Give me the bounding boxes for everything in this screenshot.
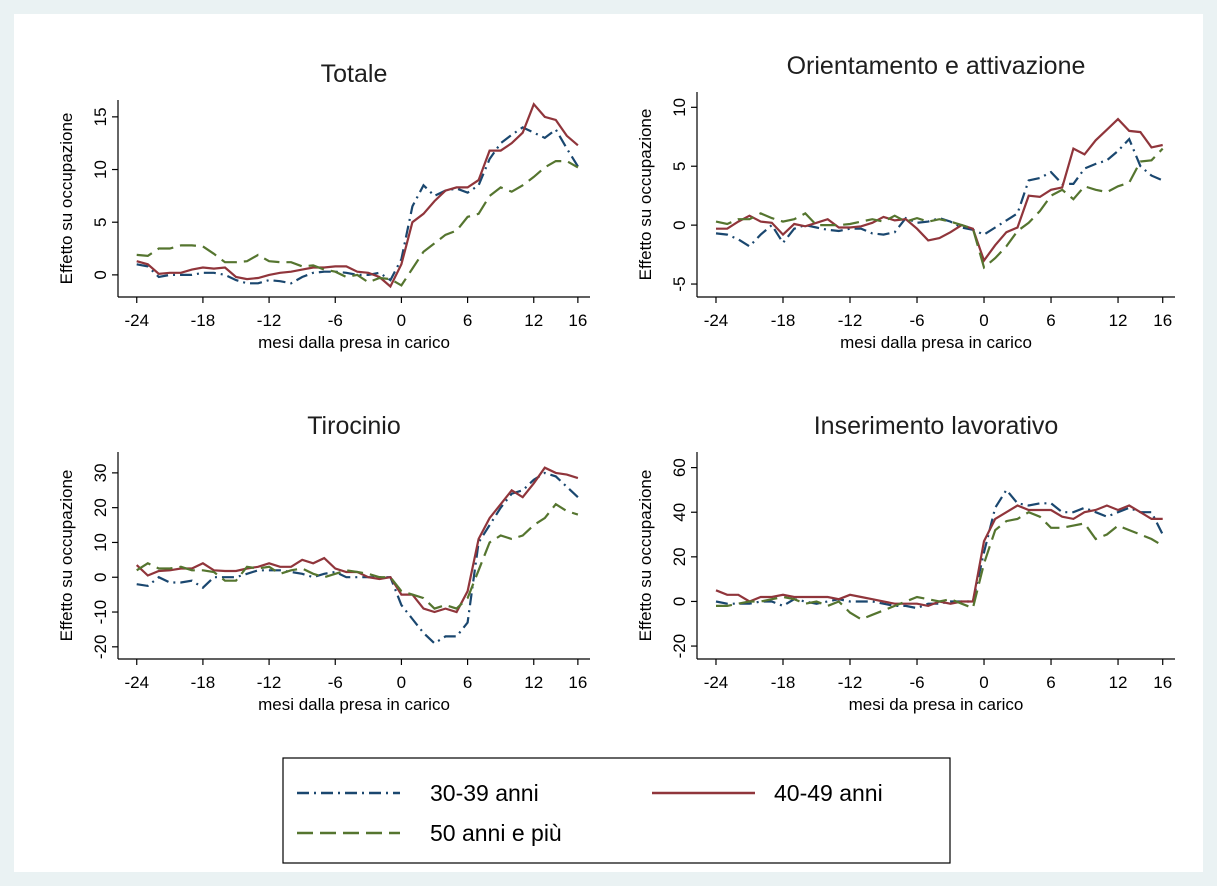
- legend-label: 50 anni e più: [430, 820, 562, 846]
- x-tick-label: 12: [524, 673, 543, 692]
- subplot-title: Inserimento lavorativo: [814, 412, 1059, 440]
- x-axis-title: mesi dalla presa in carico: [258, 333, 450, 352]
- x-tick-label: 6: [1046, 673, 1055, 692]
- x-tick-label: -6: [328, 673, 343, 692]
- x-tick-label: -12: [838, 311, 863, 330]
- y-tick-label: 0: [670, 597, 689, 606]
- x-tick-label: -24: [704, 311, 729, 330]
- legend-label: 30-39 anni: [430, 780, 539, 806]
- series-line: [716, 117, 1163, 263]
- y-tick-label: -5: [670, 276, 689, 291]
- x-tick-label: -18: [191, 311, 216, 330]
- x-tick-label: -6: [328, 311, 343, 330]
- x-tick-label: 12: [524, 311, 543, 330]
- y-tick-label: -20: [670, 634, 689, 659]
- x-tick-label: 6: [463, 311, 472, 330]
- y-tick-label: -10: [91, 600, 110, 625]
- y-tick-label: 30: [91, 463, 110, 482]
- x-tick-label: 6: [1046, 311, 1055, 330]
- x-tick-label: -12: [257, 311, 282, 330]
- x-tick-label: -24: [704, 673, 729, 692]
- subplot: Orientamento e attivazione -5 0 5 10 -24 -18 -1…: [636, 52, 1175, 352]
- subplot-title: Orientamento e attivazione: [787, 52, 1086, 80]
- y-tick-label: 60: [670, 458, 689, 477]
- x-tick-label: 0: [979, 311, 988, 330]
- y-axis-title: Effetto su occupazione: [57, 470, 76, 642]
- y-tick-label: 5: [91, 217, 110, 226]
- y-tick-label: 5: [670, 161, 689, 170]
- legend: 30-39 anni 40-49 anni 50 anni e più: [282, 757, 951, 864]
- series-line: [136, 160, 579, 287]
- series-line: [136, 102, 579, 289]
- x-tick-label: 12: [1109, 311, 1128, 330]
- series-line: [715, 147, 1164, 270]
- x-tick-label: 16: [568, 673, 587, 692]
- y-tick-label: 20: [91, 498, 110, 517]
- x-tick-label: -12: [838, 673, 863, 692]
- x-tick-label: 0: [979, 673, 988, 692]
- series-line: [136, 126, 579, 285]
- subplot-title: Totale: [321, 60, 388, 88]
- y-tick-label: 10: [91, 533, 110, 552]
- y-tick-label: 0: [670, 220, 689, 229]
- legend-box: [282, 757, 951, 864]
- y-tick-label: 10: [670, 98, 689, 117]
- y-tick-label: 10: [91, 160, 110, 179]
- y-tick-label: -20: [91, 635, 110, 660]
- series-line: [715, 488, 1164, 610]
- y-tick-label: 40: [670, 503, 689, 522]
- legend-label: 40-49 anni: [774, 780, 883, 806]
- x-tick-label: -24: [124, 311, 149, 330]
- series-line: [715, 137, 1164, 248]
- x-tick-label: 16: [1153, 311, 1172, 330]
- x-tick-label: 0: [397, 673, 406, 692]
- y-axis-title: Effetto su occupazione: [636, 470, 655, 642]
- subplot: Tirocinio -20 -10 0 10 20 30 -24 -18 -12 -6 0 6 12 16 m…: [57, 412, 590, 714]
- x-tick-label: 16: [568, 311, 587, 330]
- subplot: Totale 0 5 10 15 -24 -18 -12 -6 0 6 12 16 mesi dalla …: [57, 60, 590, 352]
- y-tick-label: 15: [91, 107, 110, 126]
- x-tick-label: -12: [257, 673, 282, 692]
- x-tick-label: -18: [771, 673, 796, 692]
- x-axis-title: mesi dalla presa in carico: [840, 333, 1032, 352]
- x-axis-title: mesi dalla presa in carico: [258, 695, 450, 714]
- series-line: [136, 502, 579, 610]
- x-axis-title: mesi da presa in carico: [849, 695, 1024, 714]
- x-tick-label: 16: [1153, 673, 1172, 692]
- x-tick-label: -18: [771, 311, 796, 330]
- x-tick-label: 6: [463, 673, 472, 692]
- x-tick-label: -24: [124, 673, 149, 692]
- graph-region: [14, 14, 1203, 872]
- x-tick-label: 12: [1109, 673, 1128, 692]
- x-tick-label: -6: [909, 673, 924, 692]
- y-tick-label: 0: [91, 573, 110, 582]
- y-axis-title: Effetto su occupazione: [57, 113, 76, 285]
- y-tick-label: 20: [670, 547, 689, 566]
- x-tick-label: -6: [909, 311, 924, 330]
- x-tick-label: 0: [397, 311, 406, 330]
- y-tick-label: 0: [91, 270, 110, 279]
- y-axis-title: Effetto su occupazione: [636, 109, 655, 281]
- series-line: [136, 471, 579, 645]
- subplot-title: Tirocinio: [307, 412, 401, 440]
- x-tick-label: -18: [191, 673, 216, 692]
- series-line: [716, 510, 1164, 621]
